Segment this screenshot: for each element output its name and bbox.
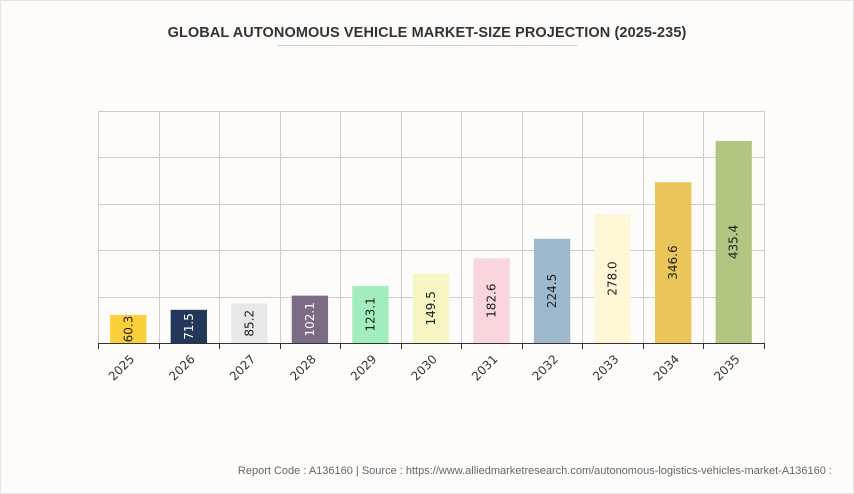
data-label-2034: 346.6 [666,245,680,279]
bar-2027[interactable] [231,303,268,343]
data-label-2025: 60.3 [121,316,135,343]
data-label-2028: 102.1 [303,302,317,336]
data-label-2027: 85.2 [242,310,256,337]
x-tick-label-2029: 2029 [348,352,379,383]
grid [98,111,765,343]
bar-2029[interactable] [352,285,389,343]
x-tick-label-2032: 2032 [530,352,561,383]
data-label-2026: 71.5 [182,313,196,340]
bar-2030[interactable] [412,273,450,343]
bar-2032[interactable] [533,238,571,343]
bar-2025[interactable] [110,315,147,343]
data-label-2030: 149.5 [424,291,438,325]
bar-2035[interactable] [715,140,752,343]
data-label-2033: 278.0 [606,261,620,295]
bar-2033[interactable] [594,214,631,343]
source-footer: Report Code : A136160 | Source : https:/… [237,465,832,477]
bar-2034[interactable] [655,182,692,343]
chart-title: GLOBAL AUTONOMOUS VEHICLE MARKET-SIZE PR… [167,25,687,41]
x-tick-label-2026: 2026 [166,352,197,383]
bar-2028[interactable] [291,295,329,343]
x-tick-label-2030: 2030 [408,352,439,383]
x-tick-labels: 2025 2026 2027 2028 2029 2030 2031 2032 2033 2034… [106,352,743,383]
data-label-2035: 435.4 [727,225,741,259]
x-axis [98,343,765,349]
data-labels: 60.3 71.5 85.2 102.1 123.1 149.5 182.6 224.5 278… [121,225,740,343]
data-label-2032: 224.5 [545,274,559,308]
x-tick-label-2027: 2027 [227,352,258,383]
bar-2026[interactable] [170,309,207,343]
data-label-2031: 182.6 [485,283,499,317]
data-label-2029: 123.1 [363,297,377,331]
x-tick-label-2035: 2035 [711,352,742,383]
x-tick-label-2028: 2028 [287,352,318,383]
x-tick-label-2025: 2025 [106,352,137,383]
title-underline [277,45,577,46]
x-tick-label-2033: 2033 [590,352,621,383]
x-tick-label-2034: 2034 [651,352,682,383]
bar-2031[interactable] [473,258,510,343]
bars [110,140,752,343]
x-tick-label-2031: 2031 [469,352,500,383]
